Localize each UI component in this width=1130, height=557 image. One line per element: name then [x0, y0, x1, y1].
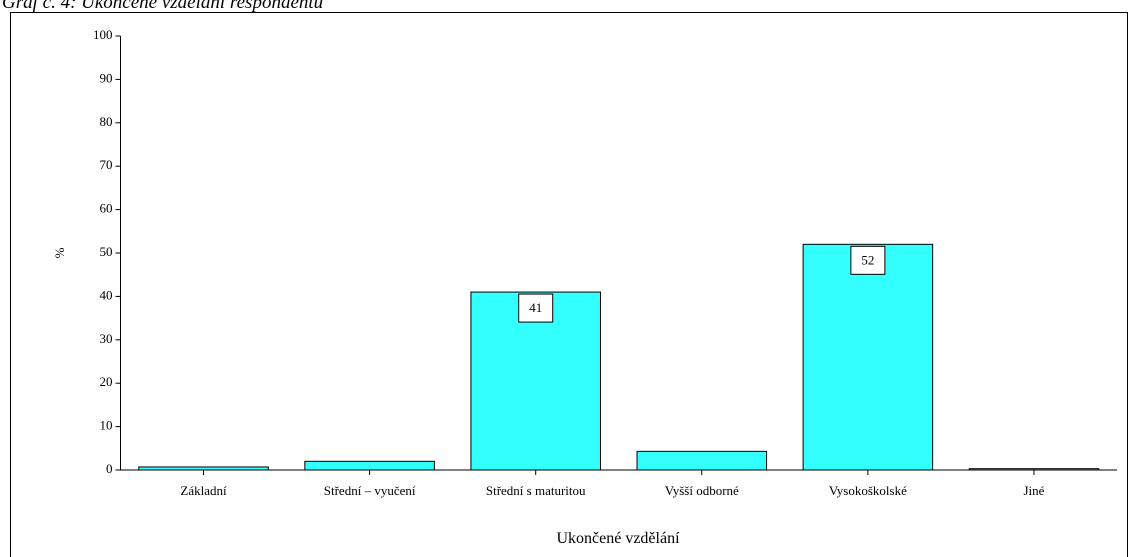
y-axis-label: %: [52, 247, 67, 258]
x-tick-label: Vyšší odborné: [665, 483, 739, 498]
x-tick-label: Základní: [180, 483, 227, 498]
x-tick-label: Jiné: [1023, 483, 1044, 498]
frame: [10, 12, 1128, 557]
bar: [636, 450, 768, 471]
bar: [968, 468, 1100, 471]
y-tick-label: 40: [100, 287, 113, 302]
value-label-box: [850, 245, 886, 275]
y-tick-label: 50: [100, 244, 113, 259]
x-tick-label: Střední – vyučení: [324, 483, 416, 498]
bar: [138, 466, 269, 471]
y-tick-label: 0: [106, 461, 113, 476]
y-tick-label: 80: [100, 114, 113, 129]
y-tick-label: 100: [93, 27, 113, 42]
x-tick-label: Střední s maturitou: [486, 483, 586, 498]
y-tick-label: 70: [100, 157, 113, 172]
bar: [304, 460, 435, 471]
chart-title: Graf č. 4: Ukončené vzdělání respondentů: [2, 0, 323, 13]
y-tick-label: 60: [100, 201, 113, 216]
bar: [802, 243, 934, 471]
y-tick-label: 30: [100, 331, 113, 346]
x-axis-label: Ukončené vzdělání: [556, 530, 680, 547]
y-tick-label: 90: [100, 70, 113, 85]
value-label-box: [518, 293, 554, 323]
value-label: 41: [529, 300, 542, 315]
x-tick-label: Vysokoškolské: [829, 483, 907, 498]
value-label: 52: [861, 252, 874, 267]
y-tick-label: 20: [100, 374, 113, 389]
y-tick-label: 10: [100, 418, 113, 433]
